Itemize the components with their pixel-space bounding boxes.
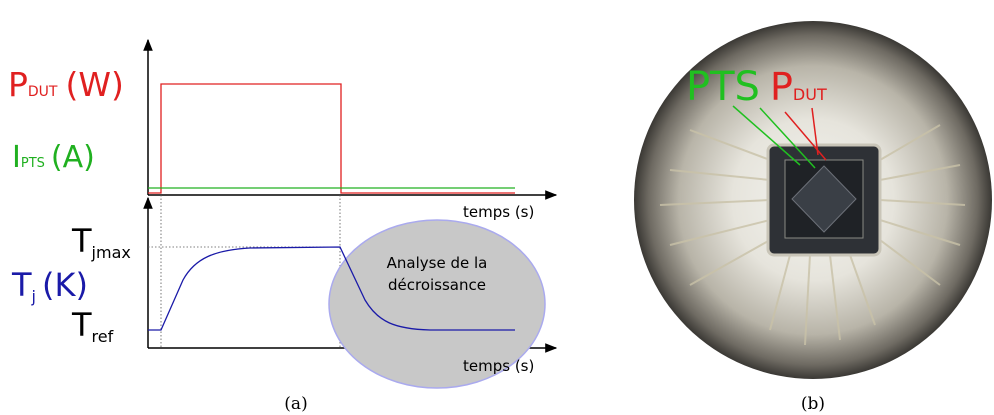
symbol: P bbox=[770, 65, 793, 109]
caption: (b) bbox=[801, 394, 825, 414]
symbol: T bbox=[71, 306, 92, 344]
annotation: décroissance bbox=[388, 276, 486, 294]
current-label: IPTS (A) bbox=[12, 140, 95, 175]
symbol: T bbox=[11, 266, 32, 304]
subscript: PTS bbox=[21, 156, 45, 171]
unit: (K) bbox=[42, 266, 88, 304]
x-axis-label: temps (s) bbox=[463, 203, 534, 221]
caption: (a) bbox=[284, 394, 307, 414]
temperature-curve bbox=[148, 246, 515, 331]
pdut-pointers bbox=[784, 107, 827, 161]
subscript: ref bbox=[92, 327, 114, 346]
analysis-region bbox=[328, 219, 546, 389]
tref-label: Tref bbox=[71, 306, 114, 346]
bond-traces bbox=[659, 124, 966, 346]
unit: (W) bbox=[66, 65, 124, 104]
symbol: P bbox=[8, 65, 28, 104]
pts-label: PTS bbox=[686, 64, 760, 110]
subscript: j bbox=[31, 287, 36, 306]
temperature-label: Tj (K) bbox=[11, 266, 88, 306]
subscript: DUT bbox=[28, 84, 58, 100]
annotation: Analyse de la bbox=[387, 254, 488, 272]
unit: (A) bbox=[51, 140, 95, 175]
x-axis-label: temps (s) bbox=[463, 357, 534, 375]
die-structure bbox=[791, 165, 857, 233]
panel-b: PTS PDUT (b) bbox=[634, 21, 992, 414]
power-pulse bbox=[148, 83, 515, 194]
symbol: I bbox=[12, 140, 21, 175]
tjmax-label: Tjmax bbox=[71, 222, 131, 262]
pdut-label: PDUT bbox=[770, 65, 827, 109]
panel-a: temps (s) Analyse de la décroissance tem… bbox=[8, 38, 558, 414]
power-label: PDUT (W) bbox=[8, 65, 124, 104]
subscript: jmax bbox=[91, 243, 131, 262]
subscript: DUT bbox=[793, 85, 827, 104]
pts-pointers bbox=[732, 105, 816, 169]
symbol: T bbox=[71, 222, 92, 260]
